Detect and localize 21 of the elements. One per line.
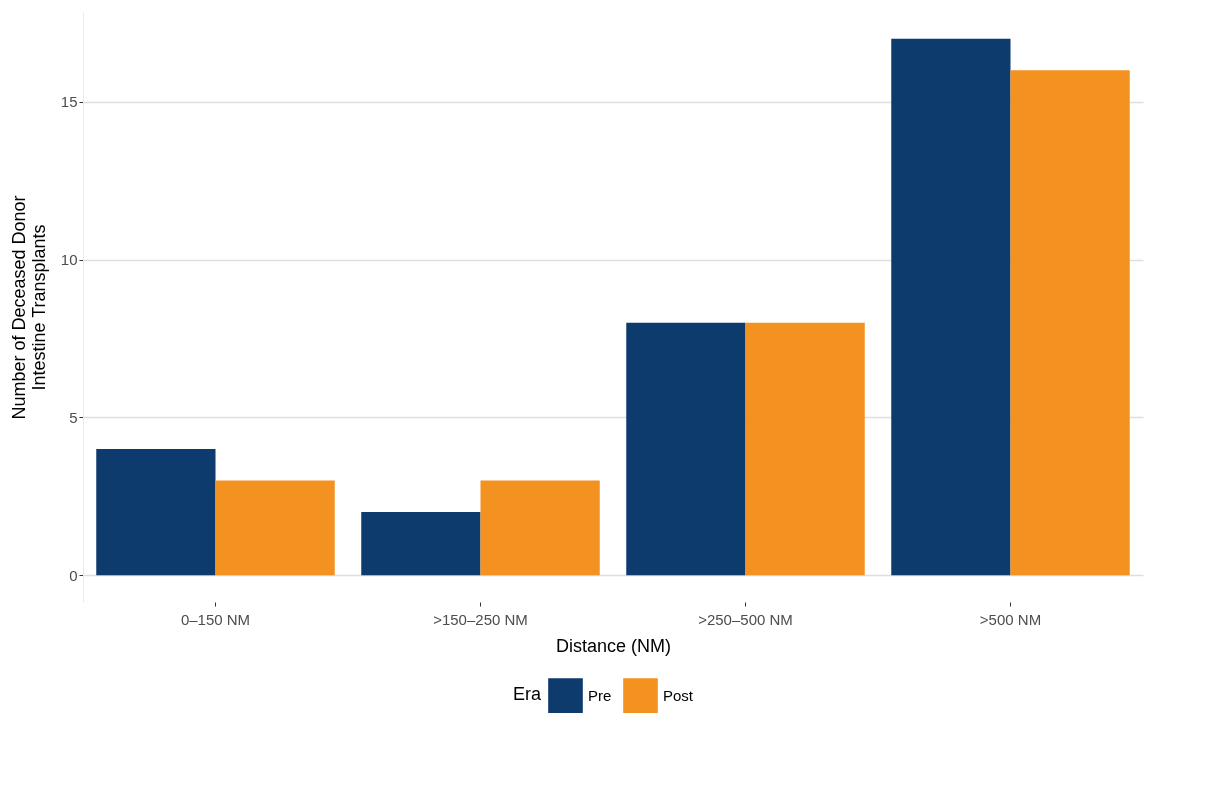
x-axis-title: Distance (NM) xyxy=(555,635,672,656)
bar xyxy=(891,38,1011,576)
bar xyxy=(96,448,216,576)
y-tick-label: 5 xyxy=(69,408,78,426)
legend-label: Post xyxy=(663,686,694,704)
bar xyxy=(1010,70,1130,576)
y-tick-label: 0 xyxy=(69,566,78,584)
legend-label: Pre xyxy=(588,686,612,704)
y-tick-label: 15 xyxy=(60,93,78,111)
x-tick-label: >500 NM xyxy=(979,610,1042,628)
y-tick-label: 10 xyxy=(60,251,78,269)
y-axis-title: Number of Deceased Donor Intestine Transplants xyxy=(8,195,49,420)
x-tick-label: 0–150 NM xyxy=(180,610,251,628)
x-tick-label: >250–500 NM xyxy=(698,610,793,628)
x-tick-label: >150–250 NM xyxy=(433,610,528,628)
bar xyxy=(361,512,481,576)
bar xyxy=(626,322,746,576)
legend-title: Era xyxy=(513,684,542,704)
bar xyxy=(745,322,865,576)
bar xyxy=(215,480,335,576)
bar xyxy=(480,480,600,576)
